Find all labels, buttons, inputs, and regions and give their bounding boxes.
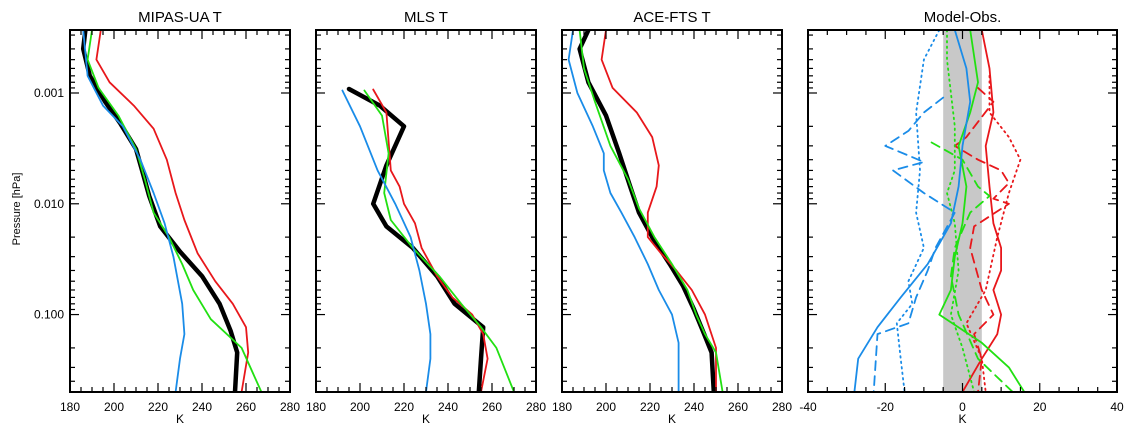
- x-tick-label: 220: [640, 400, 660, 414]
- x-axis-label: K: [668, 412, 676, 426]
- x-tick-label: 280: [526, 400, 546, 414]
- series-group: [80, 30, 263, 392]
- y-tick-label: 0.010: [34, 197, 64, 211]
- series-line-red-solid: [95, 30, 250, 392]
- panel-1: 180 200 220 240 260 280 0.001 0.010 0.100 MIPAS-U…: [34, 9, 300, 426]
- x-tick-label: 260: [236, 400, 256, 414]
- panel-title: MIPAS-UA T: [138, 9, 222, 26]
- x-tick-label: 280: [772, 400, 792, 414]
- series-group: [853, 30, 1026, 392]
- x-tick-label: 260: [728, 400, 748, 414]
- series-line-green-solid: [578, 30, 724, 392]
- x-tick-label: 240: [438, 400, 458, 414]
- series-line-obs-solid: [346, 86, 486, 392]
- plot-frame: [561, 29, 783, 393]
- x-tick-label: 240: [684, 400, 704, 414]
- plot-frame: [315, 29, 537, 393]
- x-tick-label: -40: [799, 400, 817, 414]
- panel-title: Model-Obs.: [924, 9, 1002, 26]
- y-tick-label: 0.001: [34, 86, 64, 100]
- x-tick-label: -20: [877, 400, 895, 414]
- x-axis-label: K: [958, 412, 966, 426]
- series-line-red-solid: [600, 30, 717, 392]
- panels: 180 200 220 240 260 2800.0010.0100.100MIPAS-U…: [34, 9, 1124, 426]
- panel-2: 180 200 220 240 260 280 MLS T K: [306, 9, 546, 426]
- x-tick-label: 260: [482, 400, 502, 414]
- series-line-blue-dotted: [895, 30, 941, 392]
- panel-3: 180 200 220 240 260 280 ACE-FTS T K: [552, 9, 792, 426]
- series-line-obs-solid: [577, 30, 717, 392]
- y-axis-label: Pressure [hPa]: [11, 173, 23, 246]
- x-tick-label: 220: [394, 400, 414, 414]
- x-tick-label: 280: [280, 400, 300, 414]
- panel-title: ACE-FTS T: [633, 9, 710, 26]
- series-line-red-dashed: [953, 87, 1010, 392]
- y-tick-label: 0.100: [34, 308, 64, 322]
- x-tick-label: 240: [192, 400, 212, 414]
- x-tick-label: 180: [60, 400, 80, 414]
- series-line-blue-solid: [567, 30, 680, 392]
- series-group: [341, 86, 515, 392]
- series-line-red-dotted: [965, 74, 1022, 392]
- x-axis-label: K: [176, 412, 184, 426]
- x-tick-label: 200: [596, 400, 616, 414]
- series-line-green-solid: [363, 89, 515, 392]
- series-line-green-dashed: [930, 141, 1014, 392]
- panel-title: MLS T: [404, 9, 448, 26]
- x-tick-label: 200: [350, 400, 370, 414]
- x-tick-label: 180: [552, 400, 572, 414]
- series-line-red-solid: [372, 88, 489, 392]
- x-tick-label: 20: [1033, 400, 1047, 414]
- series-line-blue-dashed: [872, 96, 956, 392]
- series-line-blue-solid: [82, 30, 186, 392]
- x-tick-label: 0: [959, 400, 966, 414]
- x-axis-label: K: [422, 412, 430, 426]
- series-line-blue-solid: [341, 89, 432, 392]
- x-tick-label: 180: [306, 400, 326, 414]
- panel-4: -40 -20 0 20 40 Model-Obs. K: [799, 9, 1124, 426]
- plot-frame: [69, 29, 291, 393]
- series-group: [567, 30, 724, 392]
- x-tick-label: 40: [1110, 400, 1124, 414]
- series-line-green-solid: [86, 30, 263, 392]
- series-line-blue-solid: [853, 30, 972, 392]
- series-line-red-solid: [961, 30, 1002, 392]
- x-tick-label: 200: [104, 400, 124, 414]
- x-tick-label: 220: [148, 400, 168, 414]
